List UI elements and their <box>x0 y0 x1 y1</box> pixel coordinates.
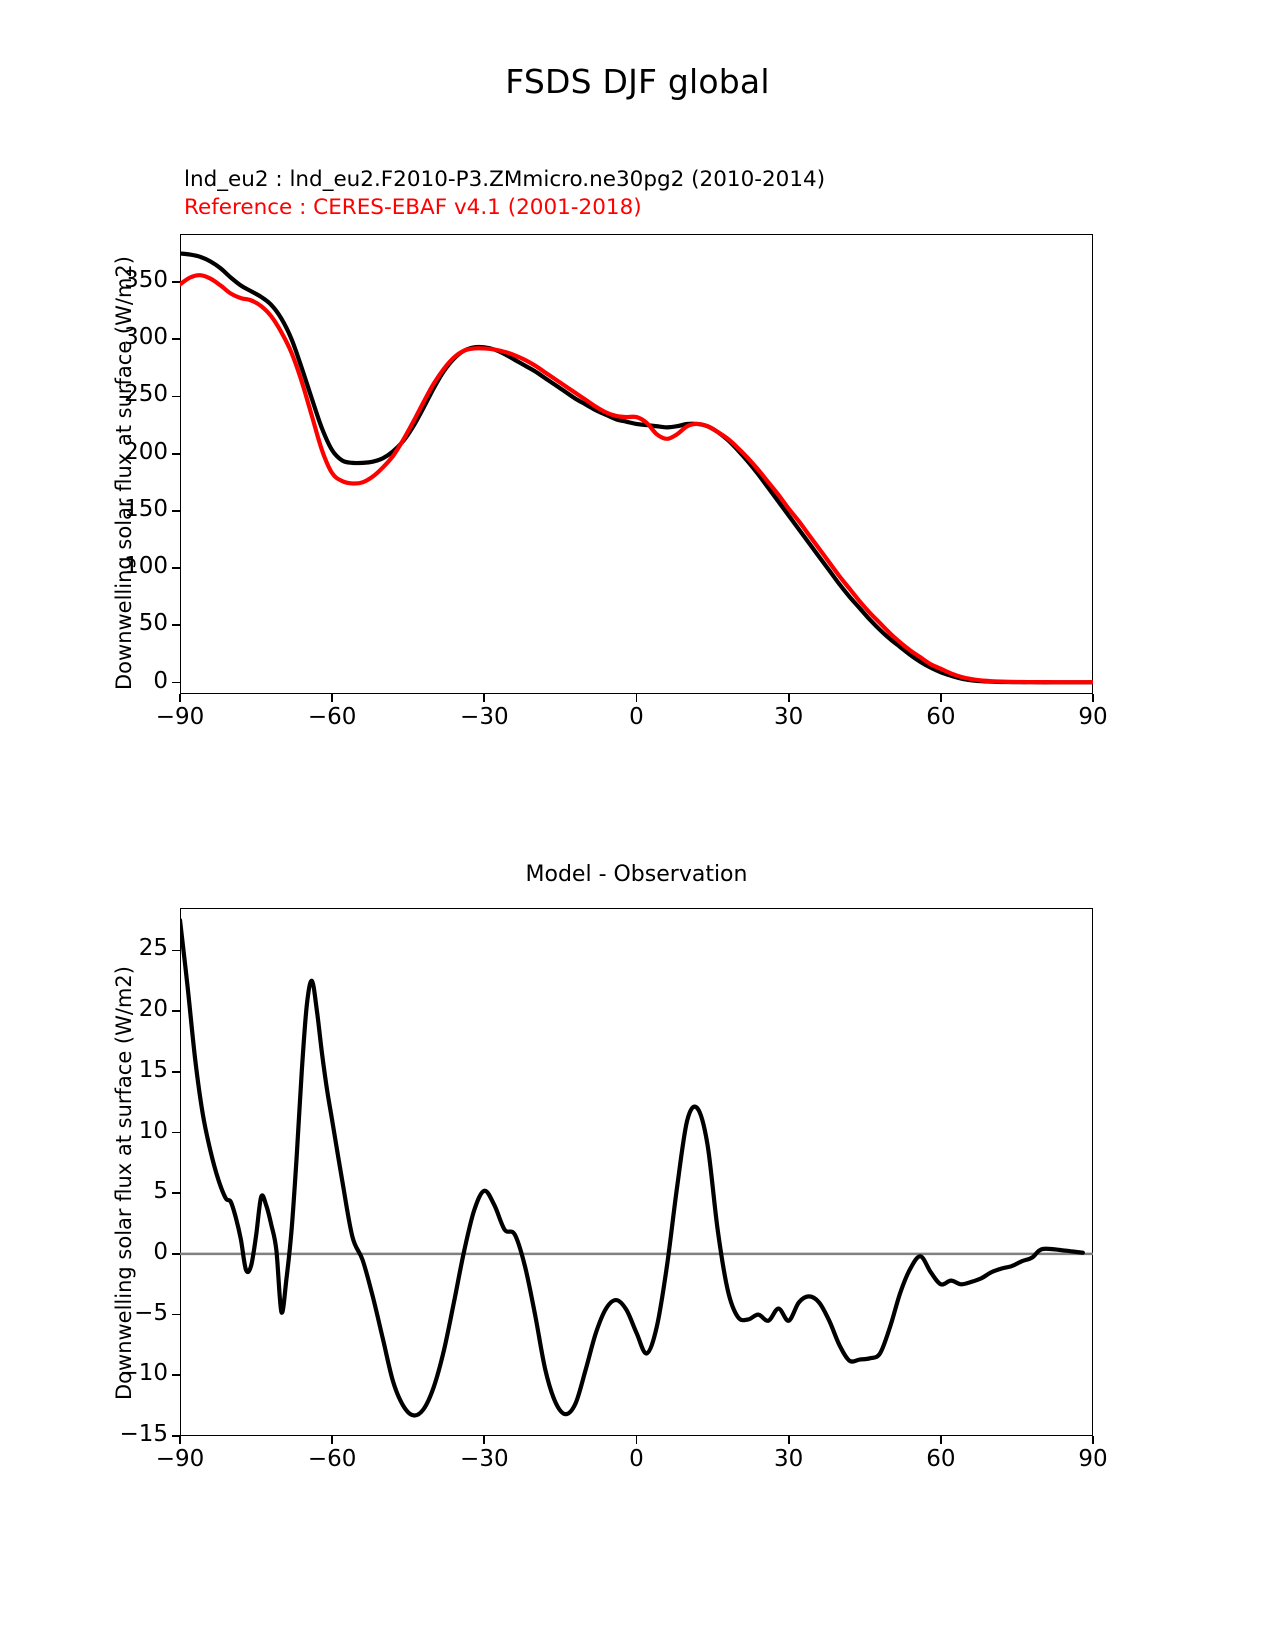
ytick-label: 15 <box>138 1056 168 1083</box>
bottom-panel-frame <box>180 908 1093 1436</box>
top-panel-plot-area <box>180 251 1093 685</box>
legend-reference-entry: Reference : CERES-EBAF v4.1 (2001-2018) <box>184 194 642 220</box>
ytick-mark <box>172 1253 180 1255</box>
ytick-label: 0 <box>153 667 168 694</box>
xtick-label: 90 <box>1078 704 1108 730</box>
xtick-label: 0 <box>629 1446 644 1472</box>
ytick-mark <box>172 1374 180 1377</box>
xtick-label: 60 <box>926 704 956 730</box>
ytick-mark <box>172 338 180 341</box>
bottom-panel-title: Model - Observation <box>525 862 748 887</box>
ytick-mark <box>172 624 180 627</box>
xtick-mark <box>483 1436 486 1444</box>
ytick-label: 0 <box>153 1238 168 1265</box>
ytick-label: 100 <box>124 553 168 580</box>
bottom-panel <box>180 908 1093 1436</box>
ytick-label: 5 <box>153 1178 168 1205</box>
data-line-1 <box>180 918 1085 1418</box>
ytick-label: 200 <box>124 438 168 465</box>
ytick-mark <box>172 567 180 569</box>
ytick-label: −15 <box>119 1421 168 1447</box>
ytick-mark <box>172 1010 180 1012</box>
xtick-label: 30 <box>774 704 804 730</box>
ytick-mark <box>172 395 180 398</box>
ytick-label: 20 <box>138 996 168 1023</box>
figure-title: FSDS DJF global <box>505 62 770 101</box>
xtick-mark <box>179 694 181 702</box>
ytick-mark <box>172 1071 180 1073</box>
xtick-mark <box>787 1436 790 1444</box>
ytick-label: −5 <box>134 1299 168 1326</box>
ytick-mark <box>172 1435 180 1437</box>
ytick-label: 300 <box>124 324 168 351</box>
xtick-label: 0 <box>629 704 644 730</box>
ytick-label: 50 <box>138 610 168 637</box>
ytick-label: 250 <box>124 381 168 408</box>
ytick-label: 350 <box>124 267 168 294</box>
ytick-label: 150 <box>124 495 168 522</box>
xtick-mark <box>939 694 942 702</box>
xtick-mark <box>331 694 333 702</box>
xtick-label: −90 <box>155 704 205 730</box>
xtick-label: 60 <box>926 1446 956 1472</box>
ytick-mark <box>172 681 180 684</box>
ytick-mark <box>172 949 180 952</box>
ytick-mark <box>172 1313 180 1316</box>
ytick-mark <box>172 452 180 455</box>
ytick-mark <box>172 1131 180 1134</box>
ytick-label: 25 <box>138 935 168 962</box>
xtick-label: 30 <box>774 1446 804 1472</box>
xtick-mark <box>635 1436 638 1444</box>
xtick-mark <box>179 1436 181 1444</box>
xtick-mark <box>331 1436 333 1444</box>
xtick-mark <box>939 1436 942 1444</box>
xtick-label: −90 <box>155 1446 205 1472</box>
xtick-mark <box>787 694 790 702</box>
ytick-label: −10 <box>119 1360 168 1387</box>
data-line-2 <box>180 273 1093 685</box>
xtick-mark <box>483 694 486 702</box>
ytick-label: 10 <box>138 1117 168 1144</box>
xtick-label: 90 <box>1078 1446 1108 1472</box>
bottom-panel-plot-area <box>180 918 1093 1418</box>
xtick-label: −30 <box>460 704 509 730</box>
xtick-mark <box>1092 694 1094 702</box>
ytick-mark <box>172 1192 180 1195</box>
top-panel-frame <box>180 234 1093 694</box>
data-line-1 <box>180 251 1093 685</box>
legend: lnd_eu2 : lnd_eu2.F2010-P3.ZMmicro.ne30p… <box>184 166 825 221</box>
xtick-mark <box>635 694 638 702</box>
top-panel <box>180 234 1093 694</box>
ytick-mark <box>172 510 180 512</box>
legend-model-entry: lnd_eu2 : lnd_eu2.F2010-P3.ZMmicro.ne30p… <box>184 167 826 192</box>
xtick-label: −60 <box>307 704 357 730</box>
xtick-label: −60 <box>307 1446 357 1472</box>
xtick-label: −30 <box>460 1446 509 1472</box>
ytick-mark <box>172 281 180 283</box>
xtick-mark <box>1092 1436 1094 1444</box>
